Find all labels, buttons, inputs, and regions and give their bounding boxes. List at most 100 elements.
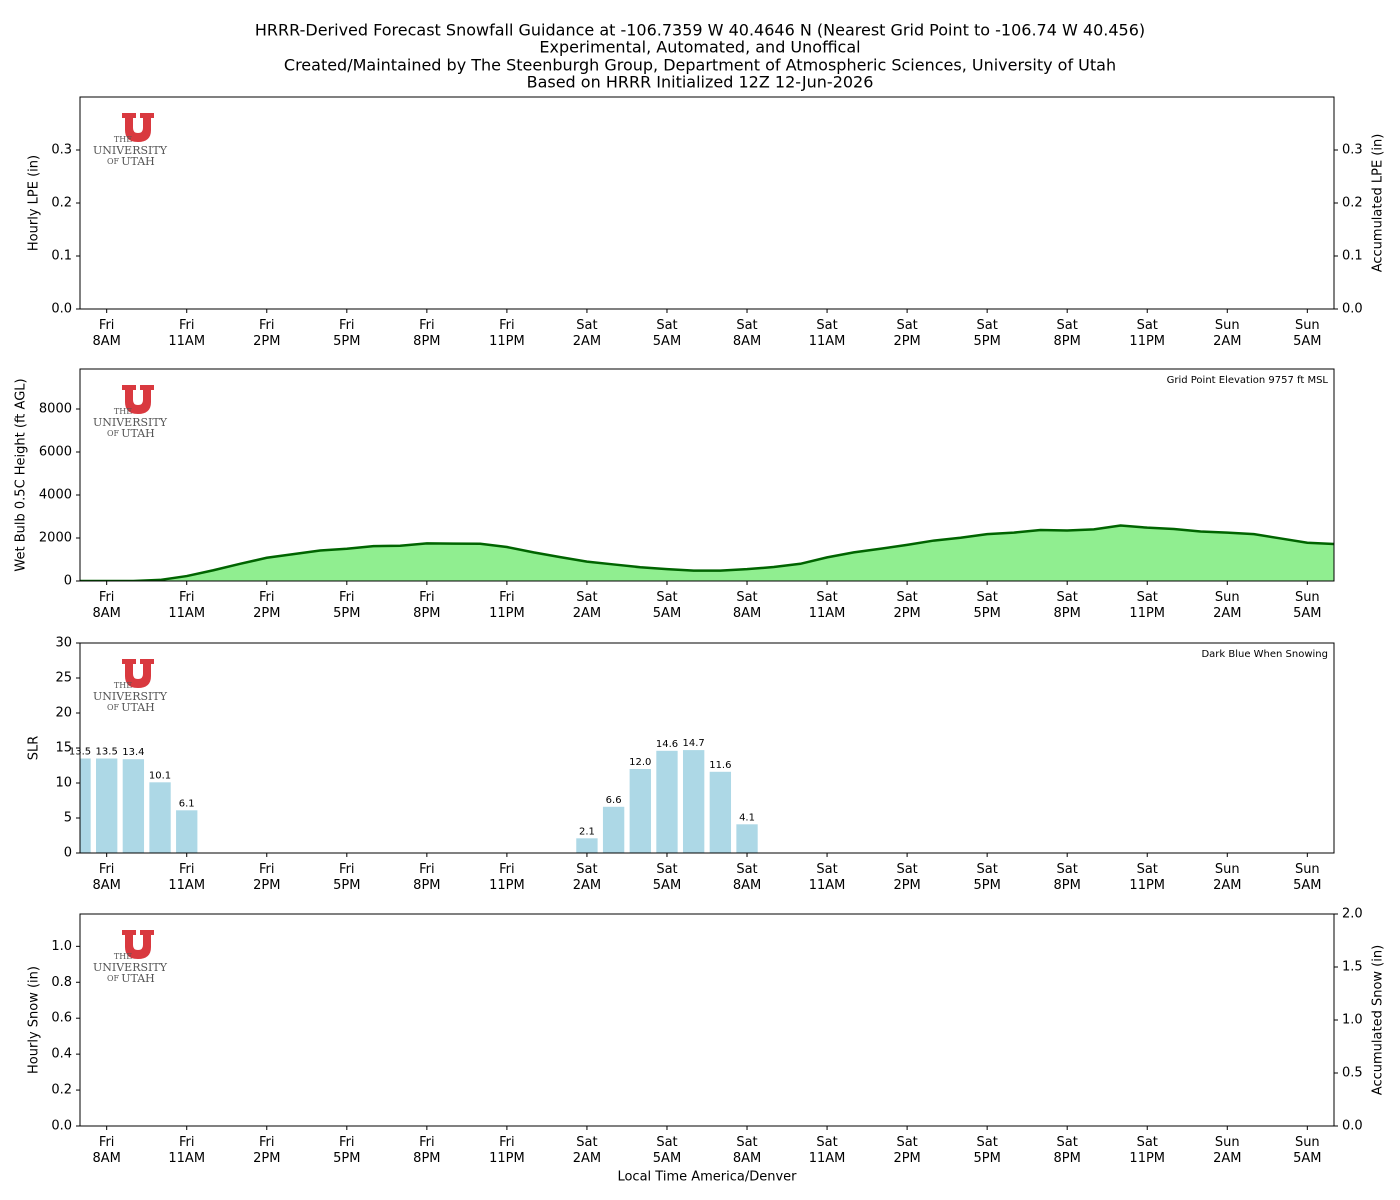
y2-tick-label: 2.0 xyxy=(1342,907,1363,922)
annotation: Grid Point Elevation 9757 ft MSL xyxy=(1167,375,1329,386)
x-tick-label: Sat 11PM xyxy=(1129,590,1165,621)
y-tick-label: 0.1 xyxy=(51,249,72,264)
x-tick-label: Sat 11AM xyxy=(809,1135,846,1166)
x-tick-label: Sat 11AM xyxy=(809,318,846,349)
value-label: 13.5 xyxy=(96,747,118,758)
x-tick-label: Fri 8PM xyxy=(413,1135,440,1166)
logo-text: OF xyxy=(107,703,120,712)
logo-text: UTAH xyxy=(121,701,155,714)
title-line: HRRR-Derived Forecast Snowfall Guidance … xyxy=(255,21,1145,40)
y-tick-label: 0.4 xyxy=(51,1047,72,1062)
y2-tick-label: 0.5 xyxy=(1342,1066,1363,1081)
logo-u xyxy=(122,385,154,414)
y2-tick-label: 1.0 xyxy=(1342,1013,1363,1028)
bar xyxy=(80,758,91,853)
x-tick-label: Sat 8PM xyxy=(1054,318,1081,349)
x-tick-label: Sat 8PM xyxy=(1054,862,1081,893)
logo-text: THE xyxy=(114,135,132,144)
x-tick-label: Fri 5PM xyxy=(333,862,360,893)
x-tick-label: Fri 8AM xyxy=(92,862,120,893)
x-tick-label: Sat 5AM xyxy=(653,1135,681,1166)
x-tick-label: Sat 5AM xyxy=(653,318,681,349)
x-tick-label: Sun 2AM xyxy=(1213,590,1241,621)
x-tick-label: Fri 8AM xyxy=(92,318,120,349)
y-tick-label: 10 xyxy=(55,776,72,791)
value-label: 12.0 xyxy=(629,757,651,768)
logo-text: OF xyxy=(107,974,120,983)
x-tick-label: Sat 8AM xyxy=(733,1135,761,1166)
x-tick-label: Fri 11PM xyxy=(489,318,525,349)
y2-tick-label: 0.0 xyxy=(1342,1119,1363,1134)
logo-u xyxy=(122,930,154,959)
y-axis-label: Hourly Snow (in) xyxy=(27,966,42,1074)
x-tick-label: Sat 11AM xyxy=(809,862,846,893)
x-tick-label: Fri 8AM xyxy=(92,1135,120,1166)
y-tick-label: 15 xyxy=(55,741,72,756)
y-tick-label: 25 xyxy=(55,671,72,686)
logo-text: UNIVERSITY xyxy=(93,961,168,974)
x-tick-label: Sun 2AM xyxy=(1213,862,1241,893)
y-tick-label: 20 xyxy=(55,706,72,721)
y-tick-label: 5 xyxy=(64,811,72,826)
x-tick-label: Sat 2PM xyxy=(893,590,920,621)
y2-tick-label: 0.2 xyxy=(1342,196,1363,211)
title-line: Based on HRRR Initialized 12Z 12-Jun-202… xyxy=(527,73,874,92)
y2-tick-label: 0.3 xyxy=(1342,143,1363,158)
x-tick-label: Sun 5AM xyxy=(1293,318,1321,349)
x-tick-label: Sun 5AM xyxy=(1293,1135,1321,1166)
x-tick-label: Fri 8PM xyxy=(413,862,440,893)
x-tick-label: Sat 8PM xyxy=(1054,590,1081,621)
x-tick-label: Sun 5AM xyxy=(1293,862,1321,893)
value-label: 6.6 xyxy=(606,795,622,806)
x-tick-label: Fri 8AM xyxy=(92,590,120,621)
x-tick-label: Sat 8PM xyxy=(1054,1135,1081,1166)
x-tick-label: Sat 5PM xyxy=(973,590,1000,621)
bar xyxy=(682,750,705,853)
y2-tick-label: 1.5 xyxy=(1342,960,1363,975)
x-tick-label: Sat 2AM xyxy=(573,590,601,621)
x-tick-label: Sat 5AM xyxy=(653,862,681,893)
x-tick-label: Fri 2PM xyxy=(253,590,280,621)
logo-u xyxy=(122,659,154,688)
y2-tick-label: 0.0 xyxy=(1342,302,1363,317)
value-label: 11.6 xyxy=(709,760,731,771)
x-tick-label: Sat 2PM xyxy=(893,318,920,349)
x-tick-label: Fri 5PM xyxy=(333,318,360,349)
logo-text: UTAH xyxy=(121,155,155,168)
x-tick-label: Fri 11PM xyxy=(489,1135,525,1166)
x-tick-label: Sat 2AM xyxy=(573,318,601,349)
x-tick-label: Sat 8AM xyxy=(733,862,761,893)
title-line: Created/Maintained by The Steenburgh Gro… xyxy=(284,56,1116,75)
y-tick-label: 0.2 xyxy=(51,1083,72,1098)
logo-text: OF xyxy=(107,157,120,166)
value-label: 14.6 xyxy=(656,739,678,750)
logo-text: UTAH xyxy=(121,427,155,440)
x-tick-label: Sat 2PM xyxy=(893,862,920,893)
x-tick-label: Sun 5AM xyxy=(1293,590,1321,621)
value-label: 10.1 xyxy=(149,770,171,781)
y-tick-label: 0.6 xyxy=(51,1011,72,1026)
annotation: Dark Blue When Snowing xyxy=(1201,649,1328,660)
x-tick-label: Fri 5PM xyxy=(333,1135,360,1166)
x-tick-label: Fri 5PM xyxy=(333,590,360,621)
bar xyxy=(176,810,198,853)
y2-axis-label: Accumulated LPE (in) xyxy=(1371,134,1386,273)
title-line: Experimental, Automated, and Unoffical xyxy=(539,38,860,57)
y-tick-label: 0.8 xyxy=(51,975,72,990)
bar xyxy=(709,771,732,853)
x-tick-label: Sat 11PM xyxy=(1129,1135,1165,1166)
y-tick-label: 1.0 xyxy=(51,939,72,954)
y-tick-label: 0.3 xyxy=(51,143,72,158)
y-tick-label: 4000 xyxy=(39,487,72,502)
bar xyxy=(149,782,171,853)
y-tick-label: 0.2 xyxy=(51,196,72,211)
x-tick-label: Sat 5AM xyxy=(653,590,681,621)
value-label: 6.1 xyxy=(179,798,195,809)
logo-text: UNIVERSITY xyxy=(93,416,168,429)
logo-text: UNIVERSITY xyxy=(93,144,168,157)
logo-text: UTAH xyxy=(121,972,155,985)
x-tick-label: Sat 2AM xyxy=(573,862,601,893)
y2-tick-label: 0.1 xyxy=(1342,249,1363,264)
